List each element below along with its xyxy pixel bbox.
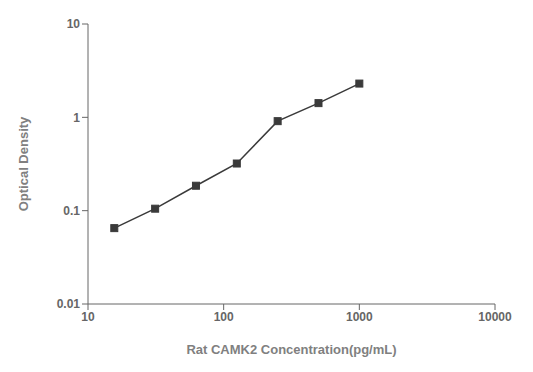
svg-text:10000: 10000 [478,310,512,324]
svg-text:10: 10 [81,310,95,324]
svg-text:1000: 1000 [346,310,373,324]
svg-text:Rat CAMK2 Concentration(pg/mL): Rat CAMK2 Concentration(pg/mL) [186,342,396,357]
svg-text:Optical Density: Optical Density [16,116,31,211]
svg-text:0.1: 0.1 [63,204,80,218]
svg-text:0.01: 0.01 [57,297,81,311]
svg-text:10: 10 [67,17,81,31]
svg-text:100: 100 [214,310,234,324]
svg-text:1: 1 [73,111,80,125]
